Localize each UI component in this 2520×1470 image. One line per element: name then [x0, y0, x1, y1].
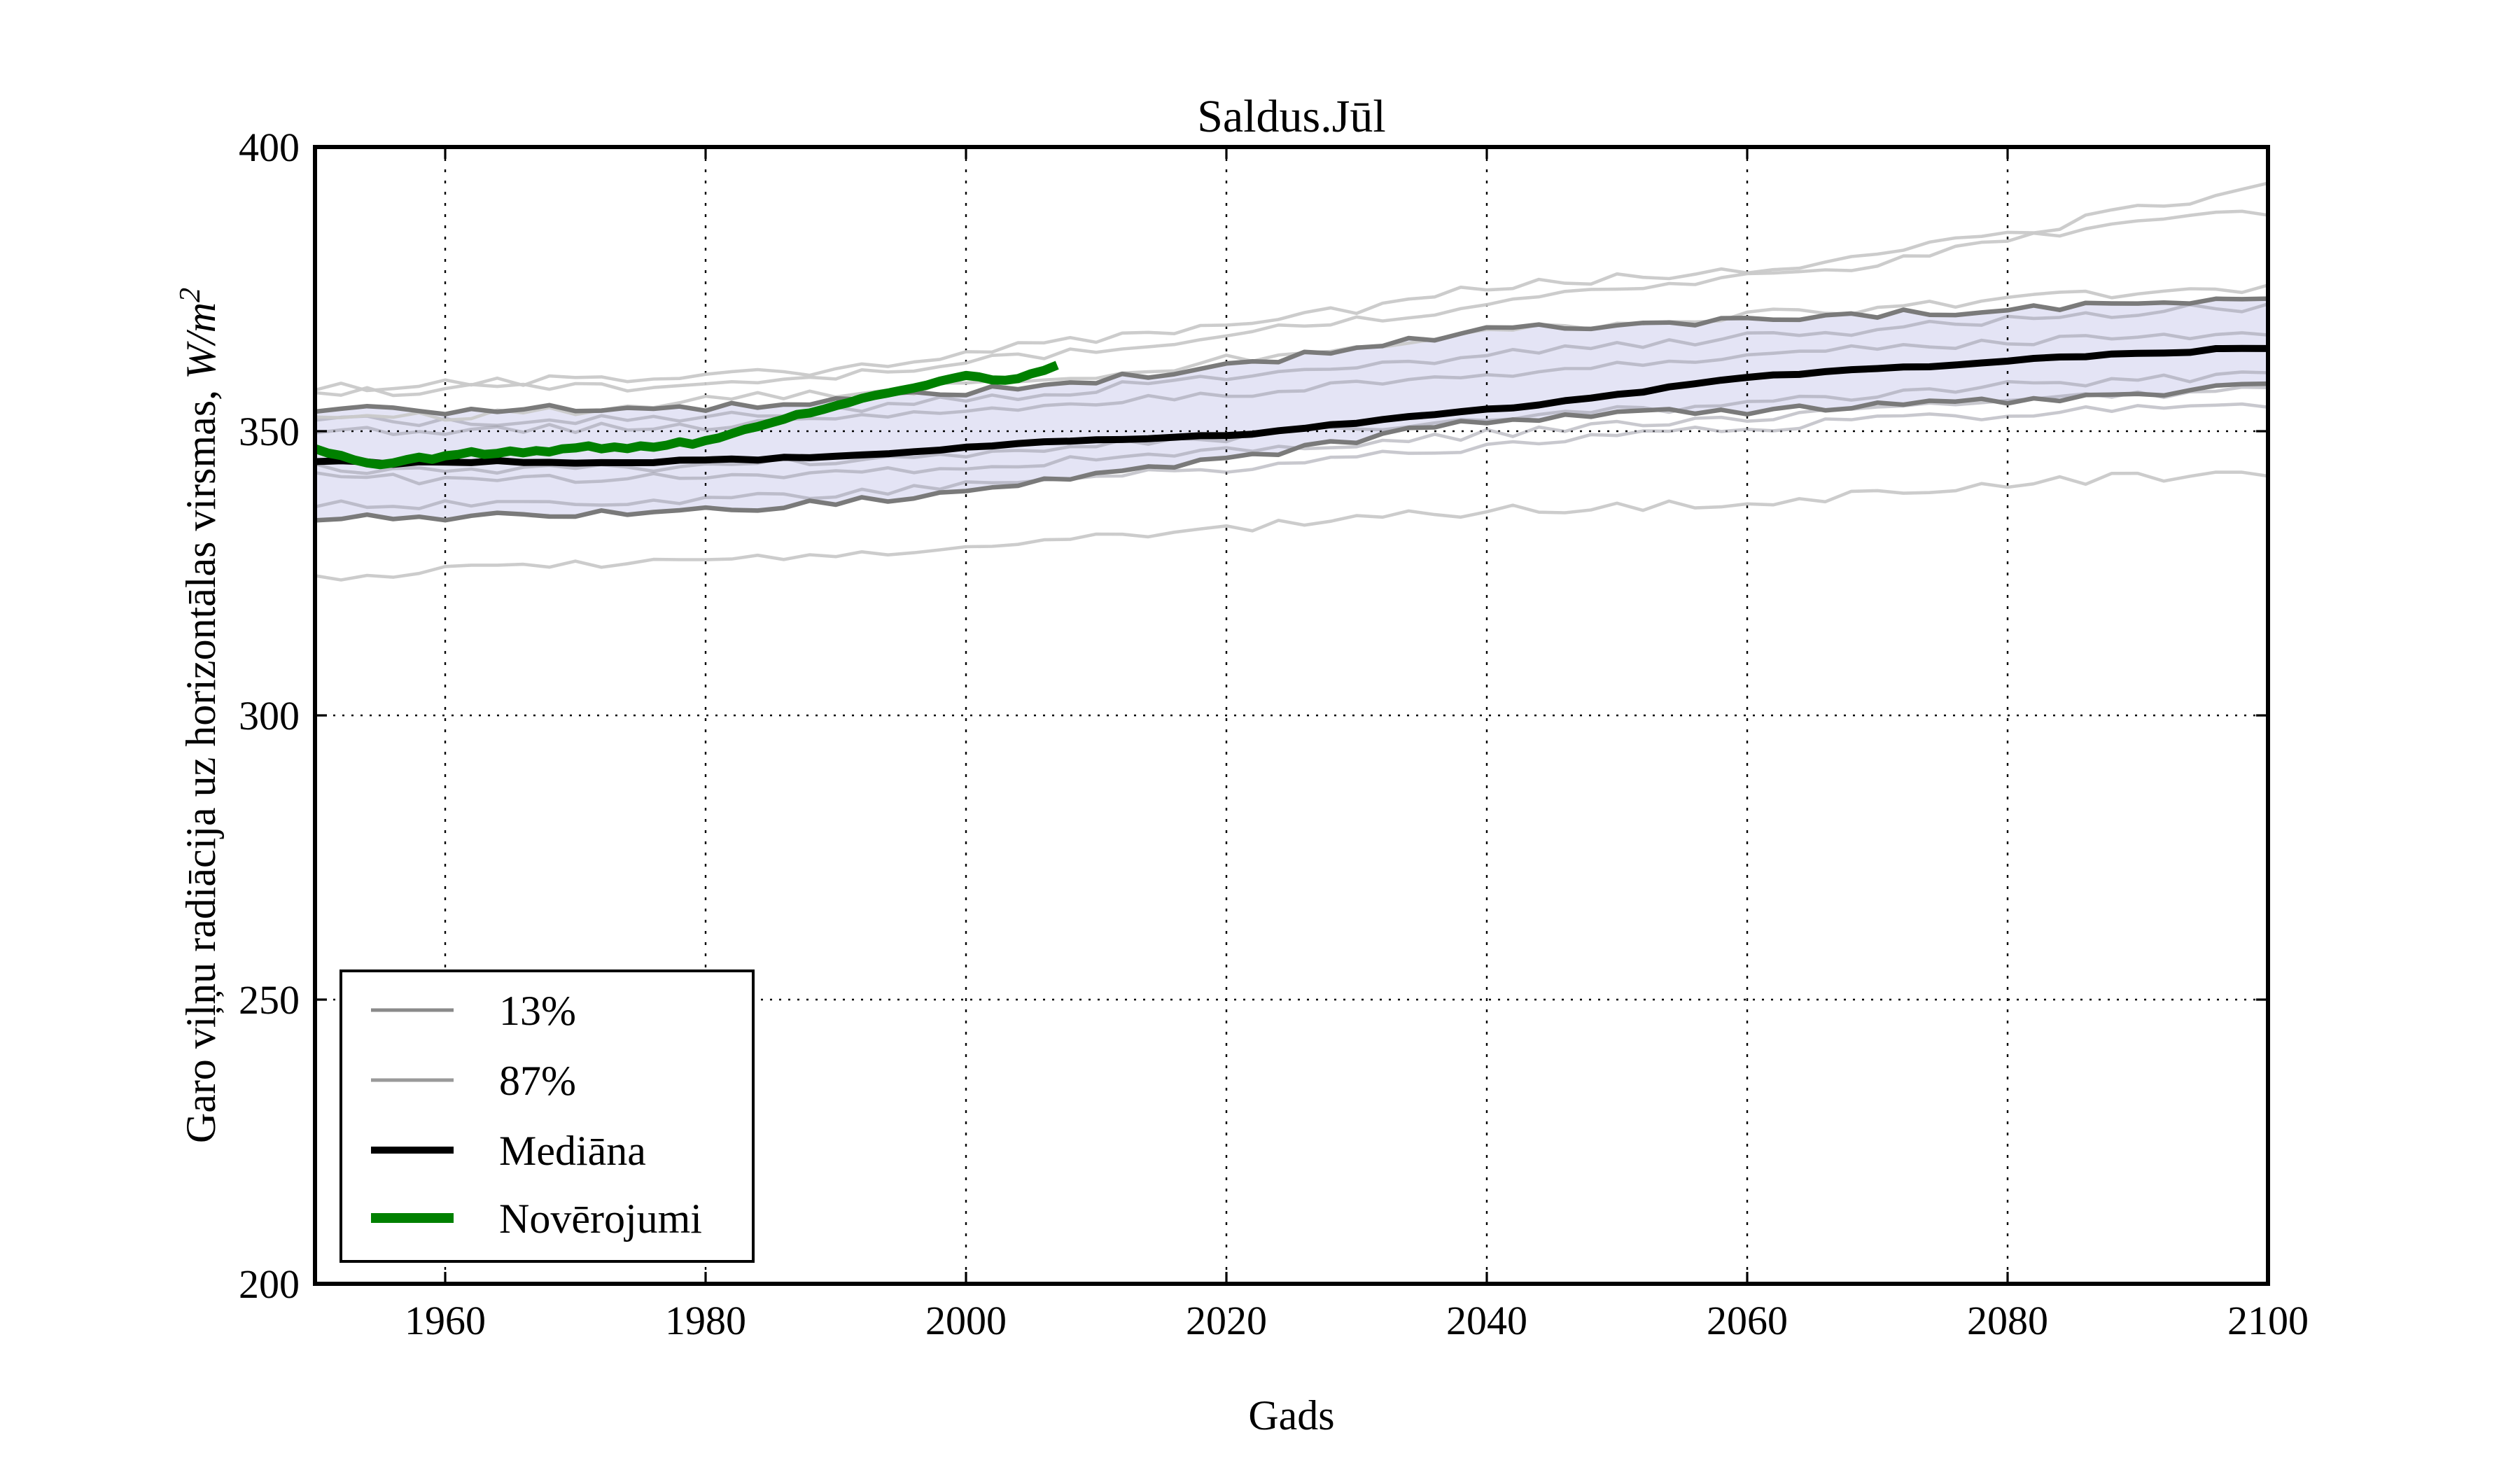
ensemble-member-line	[315, 209, 2268, 398]
percentile-13-line	[315, 381, 2268, 523]
y-axis-label-text: Garo viļņu radiācija uz horizontālas vir…	[178, 379, 224, 1143]
y-tick-label-250: 250	[239, 977, 300, 1023]
legend-label-observations: Novērojumi	[499, 1196, 702, 1242]
tick-layer: 1960 1980 2000 2020 2040 2060 2080 2100 200 250 30…	[239, 125, 2309, 1343]
y-axis-label: Garo viļņu radiācija uz horizontālas vir…	[174, 288, 224, 1143]
percentile-87-line	[315, 296, 2268, 416]
y-tick-label-350: 350	[239, 409, 300, 454]
x-tick-label-2080: 2080	[1967, 1298, 2048, 1343]
y-axis-label-units: W/m	[178, 302, 224, 379]
ensemble-member-line	[315, 402, 2268, 510]
y-axis-label-exponent: 2	[174, 288, 206, 302]
x-tick-label-2040: 2040	[1446, 1298, 1527, 1343]
x-axis-label: Gads	[1248, 1392, 1334, 1438]
legend-label-median: Mediāna	[499, 1128, 646, 1174]
ensemble-member-line	[315, 181, 2268, 393]
x-tick-label-2000: 2000	[925, 1298, 1007, 1343]
y-tick-label-200: 200	[239, 1261, 300, 1307]
median-line	[315, 344, 2268, 468]
y-tick-label-400: 400	[239, 125, 300, 170]
ensemble-member-line	[315, 302, 2268, 428]
series-layer	[315, 181, 2268, 582]
y-tick-label-300: 300	[239, 693, 300, 738]
ensemble-member-line	[315, 385, 2268, 486]
ensemble-member-line	[315, 331, 2268, 437]
x-tick-label-2060: 2060	[1707, 1298, 1788, 1343]
legend-label-87pct: 87%	[499, 1058, 576, 1104]
x-tick-label-2020: 2020	[1186, 1298, 1267, 1343]
x-tick-label-2100: 2100	[2227, 1298, 2309, 1343]
legend-label-13pct: 13%	[499, 988, 576, 1034]
legend: 13% 87% Mediāna Novērojumi	[340, 969, 755, 1263]
x-tick-label-1960: 1960	[405, 1298, 486, 1343]
chart-title: Saldus.Jūl	[1197, 91, 1386, 142]
legend-box	[340, 969, 755, 1263]
observations-line	[315, 360, 1059, 470]
ensemble-member-line	[315, 470, 2268, 582]
x-tick-label-1980: 1980	[665, 1298, 746, 1343]
axes-frame	[313, 145, 2270, 1286]
